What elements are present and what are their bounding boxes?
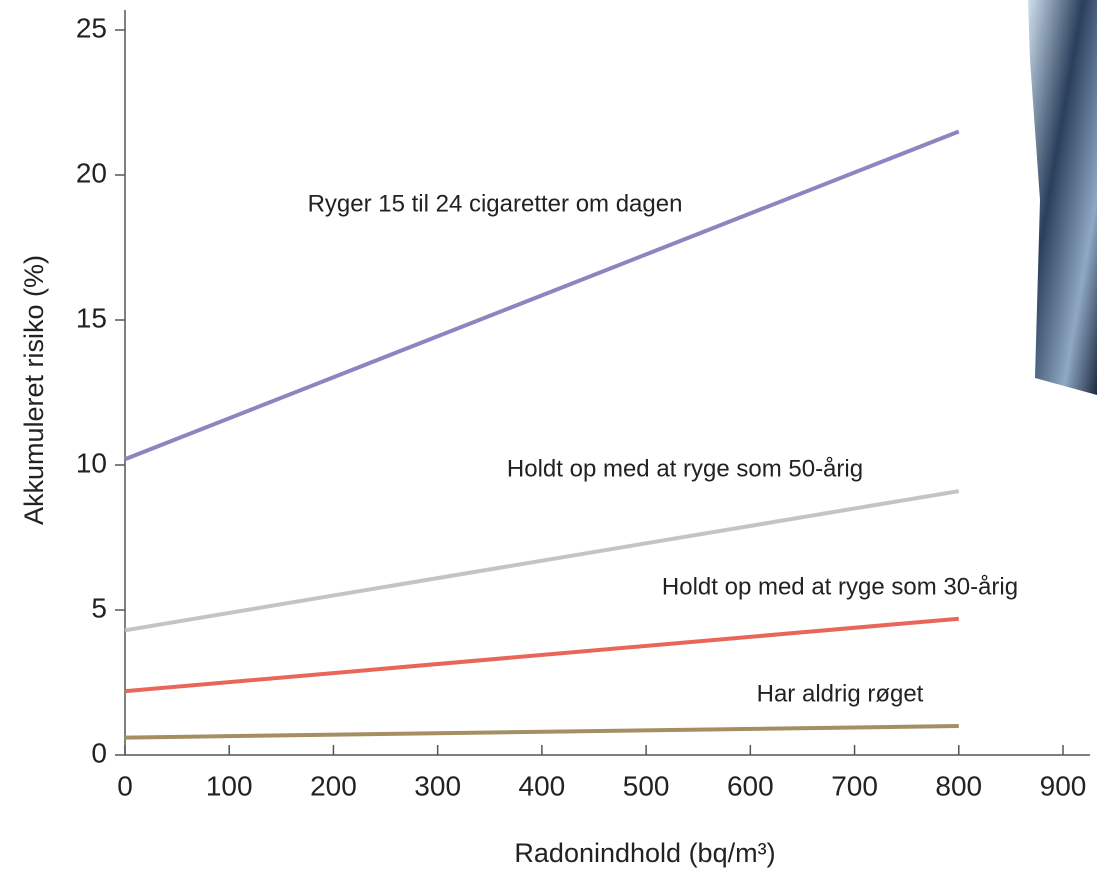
x-tick-label: 800 [935, 770, 982, 801]
y-axis-label: Akkumuleret risiko (%) [19, 255, 49, 525]
series-label: Ryger 15 til 24 cigaretter om dagen [308, 190, 683, 217]
x-tick-label: 200 [310, 770, 357, 801]
x-tick-label: 300 [414, 770, 461, 801]
chart: Akkumuleret risiko (%) Radonindhold (bq/… [0, 0, 1097, 874]
x-tick-label: 600 [727, 770, 774, 801]
photo [1028, 0, 1097, 395]
x-tick-label: 500 [623, 770, 670, 801]
x-tick-label: 400 [519, 770, 566, 801]
y-tick-label: 0 [91, 737, 107, 768]
series-label: Holdt op med at ryge som 50-årig [507, 455, 863, 482]
x-tick-label: 700 [831, 770, 878, 801]
y-tick-label: 25 [76, 12, 107, 43]
x-tick-label: 900 [1040, 770, 1087, 801]
y-tick-label: 5 [91, 592, 107, 623]
series-line [125, 132, 959, 460]
x-tick-label: 100 [206, 770, 253, 801]
series-line [125, 491, 959, 630]
y-tick-label: 20 [76, 157, 107, 188]
y-tick-label: 15 [76, 302, 107, 333]
series-line [125, 726, 959, 738]
x-axis-label: Radonindhold (bq/m³) [514, 838, 775, 868]
x-tick-label: 0 [117, 770, 133, 801]
y-tick-label: 10 [76, 447, 107, 478]
series-label: Har aldrig røget [757, 680, 924, 707]
series-label: Holdt op med at ryge som 30-årig [662, 573, 1018, 600]
